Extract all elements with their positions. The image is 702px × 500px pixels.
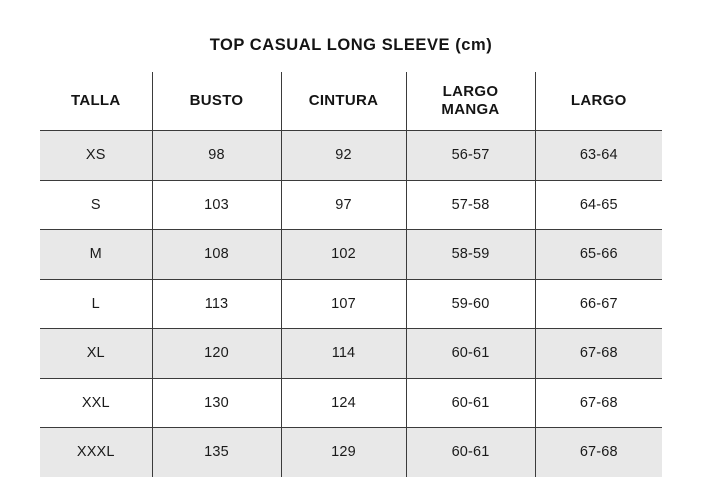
cell-largo: 65-66 (535, 229, 662, 280)
cell-talla: S (40, 180, 153, 230)
cell-cintura: 102 (281, 229, 407, 280)
cell-talla: XXL (40, 378, 153, 428)
cell-cintura: 92 (281, 130, 407, 181)
cell-largo: 67-68 (535, 328, 662, 379)
cell-cintura: 114 (281, 328, 407, 379)
cell-largo: 67-68 (535, 427, 662, 477)
cell-talla: XS (40, 130, 153, 181)
cell-largo-manga: 60-61 (406, 378, 536, 428)
header-row: TALLA BUSTO CINTURA LARGO MANGA LARGO (40, 72, 662, 131)
cell-cintura: 97 (281, 180, 407, 230)
cell-largo-manga: 57-58 (406, 180, 536, 230)
column-header-largo-manga-line-2: MANGA (441, 101, 500, 118)
cell-busto: 103 (152, 180, 282, 230)
cell-busto: 108 (152, 229, 282, 280)
cell-busto: 130 (152, 378, 282, 428)
cell-largo: 64-65 (535, 180, 662, 230)
cell-largo-manga: 56-57 (406, 130, 536, 181)
cell-largo-manga: 59-60 (406, 279, 536, 329)
size-chart-table: TALLA BUSTO CINTURA LARGO MANGA LARGO (40, 72, 662, 477)
cell-largo-manga: 58-59 (406, 229, 536, 280)
cell-cintura: 129 (281, 427, 407, 477)
cell-largo: 63-64 (535, 130, 662, 181)
column-header-cintura: CINTURA (281, 72, 407, 131)
cell-busto: 120 (152, 328, 282, 379)
table-row: M 108 102 58-59 65-66 (40, 229, 662, 280)
table-row: XL 120 114 60-61 67-68 (40, 328, 662, 379)
cell-largo: 66-67 (535, 279, 662, 329)
column-header-talla: TALLA (40, 72, 153, 131)
cell-largo-manga: 60-61 (406, 328, 536, 379)
cell-talla: M (40, 229, 153, 280)
column-header-busto: BUSTO (152, 72, 282, 131)
cell-talla: L (40, 279, 153, 329)
table-row: XXXL 135 129 60-61 67-68 (40, 427, 662, 477)
cell-largo-manga: 60-61 (406, 427, 536, 477)
cell-talla: XXXL (40, 427, 153, 477)
column-header-largo-line-1: LARGO (570, 92, 627, 110)
cell-busto: 135 (152, 427, 282, 477)
size-table-container: TALLA BUSTO CINTURA LARGO MANGA LARGO (40, 72, 662, 477)
table-row: XXL 130 124 60-61 67-68 (40, 378, 662, 428)
column-header-talla-line-1: TALLA (70, 92, 121, 110)
table-row: L 113 107 59-60 66-67 (40, 279, 662, 329)
column-header-cintura-line-1: CINTURA (308, 92, 379, 110)
table-row: S 103 97 57-58 64-65 (40, 180, 662, 230)
table-header: TALLA BUSTO CINTURA LARGO MANGA LARGO (40, 72, 662, 131)
cell-cintura: 107 (281, 279, 407, 329)
table-body: XS 98 92 56-57 63-64 S 103 97 57-58 64-6… (40, 130, 662, 477)
column-header-largo-manga-line-1: LARGO (442, 83, 499, 101)
cell-busto: 98 (152, 130, 282, 181)
cell-largo: 67-68 (535, 378, 662, 428)
page-title: TOP CASUAL LONG SLEEVE (cm) (209, 36, 493, 54)
cell-cintura: 124 (281, 378, 407, 428)
column-header-busto-line-1: BUSTO (189, 92, 244, 110)
table-row: XS 98 92 56-57 63-64 (40, 130, 662, 181)
cell-busto: 113 (152, 279, 282, 329)
column-header-largo: LARGO (535, 72, 662, 131)
cell-talla: XL (40, 328, 153, 379)
column-header-largo-manga: LARGO MANGA (406, 72, 536, 131)
